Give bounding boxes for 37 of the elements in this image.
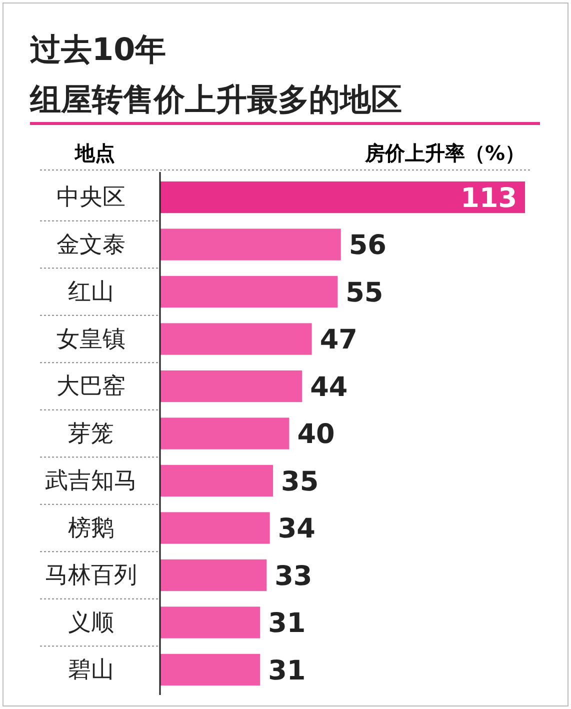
bar [160, 464, 274, 497]
y-tick-label: 金文泰 [56, 232, 126, 258]
data-label: 113 [460, 182, 517, 214]
y-tick-label: 碧山 [68, 657, 114, 684]
data-label: 55 [346, 277, 384, 308]
data-label: 34 [278, 514, 316, 545]
y-tick-label: 女皇镇 [56, 326, 126, 352]
data-label: 31 [268, 655, 306, 686]
bar [160, 276, 338, 308]
data-label: 47 [320, 324, 358, 356]
y-axis-title: 地点 [74, 141, 115, 165]
data-label: 40 [297, 419, 335, 450]
x-axis-title: 房价上升率（%） [364, 141, 525, 165]
y-tick-label: 武吉知马 [45, 468, 137, 494]
y-tick-label: 中央区 [56, 184, 126, 211]
y-tick-label: 榜鹅 [68, 515, 114, 542]
data-label: 35 [281, 466, 319, 498]
bar [160, 606, 260, 638]
bar [160, 323, 312, 355]
y-tick-label: 红山 [68, 279, 114, 306]
bar [160, 418, 290, 450]
chart-subtitle: 组屋转售价上升最多的地区 [29, 82, 402, 118]
bar [160, 512, 270, 544]
bar [160, 654, 260, 686]
chart-title: 过去10年 [30, 32, 166, 68]
data-label: 56 [348, 230, 386, 262]
y-tick-label: 义顺 [68, 610, 114, 636]
bar [160, 559, 267, 592]
data-label: 31 [268, 608, 306, 640]
y-tick-label: 大巴窑 [56, 374, 126, 400]
bar [160, 370, 302, 402]
bar [160, 181, 525, 214]
y-tick-label: 芽笼 [68, 420, 114, 447]
data-label: 33 [274, 560, 312, 592]
bar [160, 228, 341, 260]
y-tick-label: 马林百列 [45, 562, 137, 589]
data-label: 44 [310, 372, 348, 403]
